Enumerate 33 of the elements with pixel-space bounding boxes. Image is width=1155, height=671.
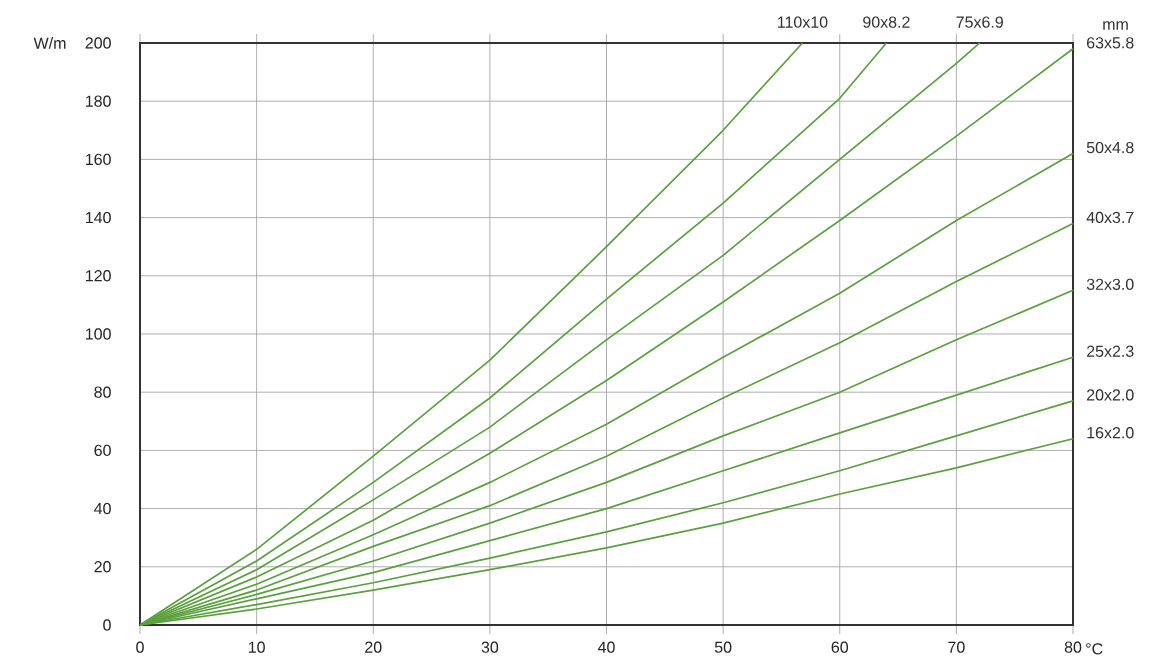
series-label: 75x6.9 <box>956 16 1003 28</box>
x-tick-label: 0 <box>136 641 144 653</box>
series-label: 32x3.0 <box>1086 278 1134 290</box>
y-tick-label: 0 <box>103 619 111 631</box>
y-tick-label: 20 <box>94 561 111 573</box>
x-tick-label: 10 <box>248 641 265 653</box>
x-tick-label: 70 <box>948 641 965 653</box>
series-label: 50x4.8 <box>1086 141 1134 154</box>
series-label: 110x10 <box>778 16 828 28</box>
series-label: 16x2.0 <box>1087 427 1134 439</box>
series-label: 63x5.8 <box>1087 37 1134 49</box>
x-tick-label: 60 <box>831 641 849 653</box>
y-axis-title: W/m <box>33 37 66 49</box>
series-label: 20x2.0 <box>1087 389 1134 401</box>
series-label: 90x8.2 <box>863 16 910 28</box>
x-tick-label: 20 <box>365 641 382 653</box>
x-tick-label: 80 <box>1064 641 1082 653</box>
y-tick-label: 120 <box>86 270 111 282</box>
y-tick-label: 160 <box>86 153 111 166</box>
x-axis-title: °C <box>1086 643 1103 655</box>
x-tick-label: 40 <box>597 641 615 653</box>
y-tick-label: 100 <box>86 328 111 340</box>
y-tick-label: 140 <box>86 211 111 224</box>
y-tick-label: 180 <box>86 95 111 107</box>
x-tick-label: 50 <box>714 641 732 653</box>
text: mm <box>1103 21 1128 30</box>
y-tick-label: 60 <box>94 444 111 457</box>
y-tick-label: 80 <box>94 386 111 398</box>
series-label: 25x2.3 <box>1087 345 1134 357</box>
series-label: 40x3.7 <box>1086 211 1134 224</box>
y-tick-label: 200 <box>85 37 111 49</box>
x-tick-label: 30 <box>481 641 499 653</box>
y-tick-label: 40 <box>94 502 111 515</box>
